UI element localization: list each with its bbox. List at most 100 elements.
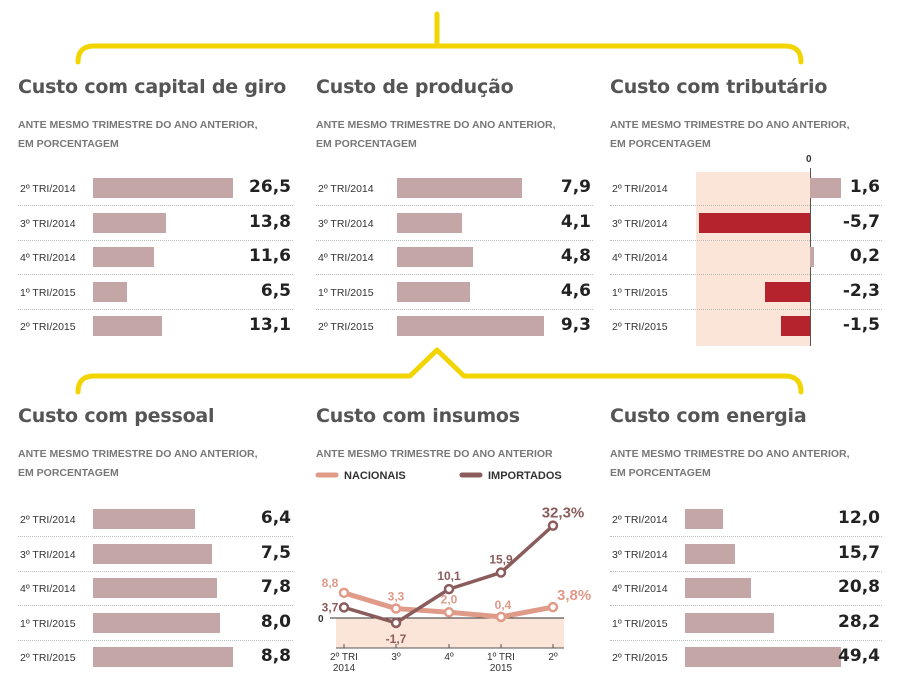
bar bbox=[765, 281, 810, 302]
row-separator bbox=[610, 239, 882, 241]
bar bbox=[93, 281, 128, 302]
row-separator bbox=[610, 605, 882, 606]
value-label: 13,8 bbox=[249, 211, 291, 232]
data-point bbox=[443, 607, 455, 618]
bar bbox=[397, 247, 473, 267]
legend-label: NACIONAIS bbox=[344, 470, 406, 482]
value-label: 4,8 bbox=[560, 246, 591, 266]
category-label: 2º TRI/2015 bbox=[612, 652, 668, 664]
bar bbox=[93, 647, 233, 667]
value-label: -5,7 bbox=[842, 211, 880, 232]
value-label: 0,2 bbox=[849, 246, 880, 266]
bar-row: 4º TRI/2014 11,6 bbox=[18, 241, 293, 275]
subtitle-line: ANTE MESMO TRIMESTRE DO ANO ANTERIOR bbox=[316, 448, 553, 460]
row-separator bbox=[610, 536, 882, 537]
bar-row: 2º TRI/2015 -1,5 bbox=[610, 310, 882, 344]
value-label: 7,9 bbox=[560, 177, 591, 197]
bar bbox=[93, 247, 155, 267]
bar-row: 2º TRI/2015 8,8 bbox=[18, 641, 293, 675]
data-label: -1,7 bbox=[386, 632, 407, 646]
value-label: 8,0 bbox=[260, 611, 291, 632]
subtitle-line: ANTE MESMO TRIMESTRE DO ANO ANTERIOR, bbox=[316, 119, 556, 131]
row-separator bbox=[610, 205, 882, 206]
bar bbox=[685, 647, 841, 667]
bar-row: 4º TRI/2014 4,8 bbox=[316, 241, 593, 275]
bar-row: 3º TRI/2014 7,5 bbox=[18, 538, 293, 572]
category-label: 1º TRI/2015 bbox=[318, 286, 374, 299]
legend-label: IMPORTADOS bbox=[488, 470, 562, 482]
bar bbox=[93, 316, 163, 336]
subtitle-line: EM PORCENTAGEM bbox=[18, 467, 119, 479]
panel-insumos: Custo com insumos ANTE MESMO TRIMESTRE D… bbox=[315, 405, 591, 682]
bar bbox=[397, 178, 522, 198]
value-label: 13,1 bbox=[249, 315, 291, 335]
bar-row: 3º TRI/2014 4,1 bbox=[316, 207, 593, 241]
panel-title: Custo de produção bbox=[316, 76, 514, 98]
bar bbox=[93, 509, 195, 529]
category-label: 2º TRI/2015 bbox=[318, 321, 374, 333]
data-point bbox=[495, 611, 507, 623]
negative-zone-shade bbox=[336, 618, 564, 648]
bar-row: 1º TRI/2015 28,2 bbox=[610, 607, 882, 641]
middle-bracket bbox=[75, 347, 804, 395]
bar bbox=[810, 178, 842, 198]
row-separator bbox=[18, 274, 293, 275]
x-tick-label: 2º TRI bbox=[330, 652, 358, 663]
x-tick-label: 1º TRI bbox=[487, 652, 515, 663]
data-label: 15,9 bbox=[489, 553, 513, 567]
category-label: 3º TRI/2014 bbox=[612, 548, 668, 561]
x-tick-label: 2014 bbox=[333, 663, 356, 674]
category-label: 4º TRI/2014 bbox=[20, 252, 76, 264]
row-separator bbox=[610, 308, 882, 310]
data-label: 8,8 bbox=[322, 576, 339, 590]
row-separator bbox=[610, 570, 882, 572]
data-point bbox=[338, 602, 350, 613]
value-label: 11,6 bbox=[249, 246, 291, 266]
data-point bbox=[390, 603, 402, 614]
panel-title: Custo com tributário bbox=[610, 76, 828, 98]
panel-tributario: 0 Custo com tributário ANTE MESMO TRIMES… bbox=[610, 76, 882, 348]
bar-row: 2º TRI/2014 26,5 bbox=[18, 172, 293, 206]
data-label: 0,4 bbox=[495, 598, 512, 612]
category-label: 4º TRI/2014 bbox=[20, 583, 76, 595]
x-tick-label: 2015 bbox=[490, 663, 513, 674]
x-tick-label: 4º bbox=[444, 652, 454, 663]
category-label: 3º TRI/2014 bbox=[612, 217, 668, 230]
data-label: 3,3 bbox=[388, 590, 405, 604]
panel-capital-giro: Custo com capital de giro ANTE MESMO TRI… bbox=[18, 76, 293, 346]
value-label: -1,5 bbox=[842, 315, 880, 335]
zero-label: 0 bbox=[318, 614, 324, 625]
bar bbox=[810, 247, 814, 267]
bar-row: 2º TRI/2014 6,4 bbox=[18, 503, 293, 537]
data-label: 32,3% bbox=[542, 505, 585, 522]
subtitle-line: ANTE MESMO TRIMESTRE DO ANO ANTERIOR, bbox=[18, 448, 258, 460]
category-label: 4º TRI/2014 bbox=[318, 252, 374, 264]
bar bbox=[93, 543, 213, 564]
bar-row: 2º TRI/2014 7,9 bbox=[316, 172, 593, 206]
bar-row: 3º TRI/2014 -5,7 bbox=[610, 207, 882, 241]
value-label: 7,5 bbox=[260, 542, 291, 563]
bar-row: 1º TRI/2015 4,6 bbox=[316, 276, 593, 310]
value-label: 12,0 bbox=[838, 508, 880, 528]
value-label: 26,5 bbox=[249, 177, 291, 197]
subtitle-line: EM PORCENTAGEM bbox=[610, 467, 711, 479]
panel-subtitle: ANTE MESMO TRIMESTRE DO ANO ANTERIOR, EM… bbox=[18, 445, 258, 483]
bar bbox=[685, 578, 751, 598]
data-label: 2,0 bbox=[441, 592, 458, 606]
zero-label: 0 bbox=[806, 154, 812, 165]
row-separator bbox=[18, 570, 293, 572]
panel-title: Custo com capital de giro bbox=[18, 76, 287, 98]
category-label: 1º TRI/2015 bbox=[612, 286, 668, 299]
category-label: 4º TRI/2014 bbox=[612, 583, 668, 595]
bar-row: 1º TRI/2015 8,0 bbox=[18, 607, 293, 641]
panel-energia: Custo com energia ANTE MESMO TRIMESTRE D… bbox=[610, 405, 882, 675]
value-label: 6,5 bbox=[260, 280, 291, 301]
data-point bbox=[443, 583, 455, 595]
panel-pessoal: Custo com pessoal ANTE MESMO TRIMESTRE D… bbox=[18, 405, 293, 675]
panel-subtitle: ANTE MESMO TRIMESTRE DO ANO ANTERIOR, EM… bbox=[610, 116, 850, 154]
panel-producao: Custo de produção ANTE MESMO TRIMESTRE D… bbox=[316, 76, 593, 346]
subtitle-line: ANTE MESMO TRIMESTRE DO ANO ANTERIOR, bbox=[18, 119, 258, 131]
row-separator bbox=[316, 308, 593, 310]
